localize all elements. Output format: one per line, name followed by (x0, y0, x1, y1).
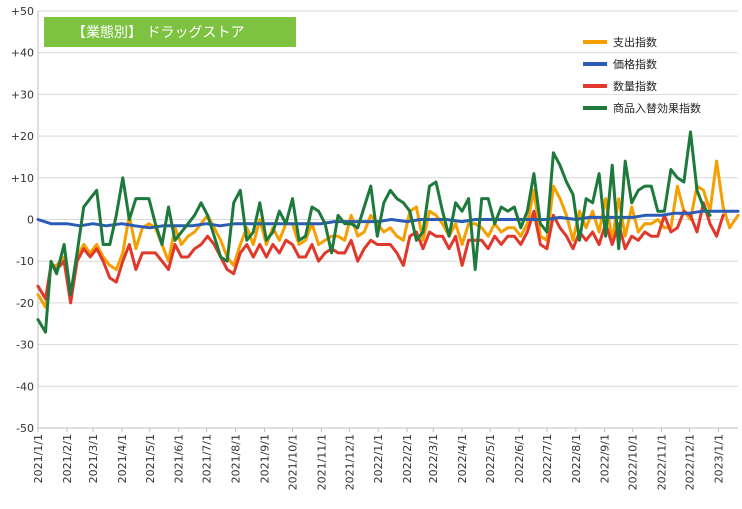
x-tick-label: 2021/6/1 (173, 434, 186, 483)
x-tick-label: 2021/12/1 (343, 434, 356, 490)
x-tick-label: 2022/7/1 (541, 434, 554, 483)
x-tick-label: 2022/4/1 (456, 434, 469, 483)
series-line-3 (36, 130, 712, 334)
y-axis-ticks: +50 +40 +30 +20 +10 0 -10 -20 -30 -40 -50 (11, 5, 34, 435)
y-tick-label: 0 (27, 214, 34, 227)
x-tick-label: 2021/11/1 (315, 434, 328, 490)
y-tick-label: +40 (11, 47, 34, 60)
x-tick-label: 2021/2/1 (61, 434, 74, 483)
y-tick-label: -50 (16, 422, 34, 435)
legend-label-0: 支出指数 (613, 35, 657, 49)
x-tick-label: 2022/1/1 (372, 434, 385, 483)
x-tick-label: 2021/5/1 (144, 434, 157, 483)
series-lines (36, 130, 740, 334)
x-tick-label: 2021/7/1 (201, 434, 214, 483)
x-axis-ticks: 2021/1/1 2021/2/1 2021/3/1 2021/4/1 2021/5/1… (32, 428, 725, 490)
x-tick-label: 2022/5/1 (484, 434, 497, 483)
x-tick-label: 2022/6/1 (513, 434, 526, 483)
x-tick-label: 2022/3/1 (427, 434, 440, 483)
x-tick-label: 2021/3/1 (87, 434, 100, 483)
x-tick-label: 2022/10/1 (627, 434, 640, 490)
y-tick-label: +30 (11, 88, 34, 101)
legend-label-3: 商品入替効果指数 (613, 101, 701, 115)
x-tick-label: 2021/1/1 (32, 434, 45, 483)
chart-title: 【業態別】 ドラッグストア (44, 17, 296, 47)
y-tick-label: -40 (16, 380, 34, 393)
y-tick-label: +10 (11, 172, 34, 185)
y-tick-label: -30 (16, 339, 34, 352)
title-background (44, 17, 296, 47)
x-tick-label: 2022/2/1 (401, 434, 414, 483)
x-tick-label: 2021/9/1 (258, 434, 271, 483)
y-tick-label: +20 (11, 130, 34, 143)
series-line-2 (36, 201, 725, 305)
y-tick-label: +50 (11, 5, 34, 18)
x-tick-label: 2021/10/1 (286, 434, 299, 490)
x-tick-label: 2021/4/1 (116, 434, 129, 483)
legend-label-1: 価格指数 (613, 57, 657, 71)
x-tick-label: 2022/12/1 (684, 434, 697, 490)
x-tick-label: 2022/9/1 (599, 434, 612, 483)
x-tick-label: 2021/8/1 (230, 434, 243, 483)
x-tick-label: 2023/1/1 (712, 434, 725, 483)
x-tick-label: 2022/11/1 (656, 434, 669, 490)
legend-label-2: 数量指数 (613, 79, 657, 93)
y-tick-label: -10 (16, 255, 34, 268)
title-text: 【業態別】 ドラッグストア (72, 25, 244, 41)
y-tick-label: -20 (16, 297, 34, 310)
x-tick-label: 2022/8/1 (570, 434, 583, 483)
